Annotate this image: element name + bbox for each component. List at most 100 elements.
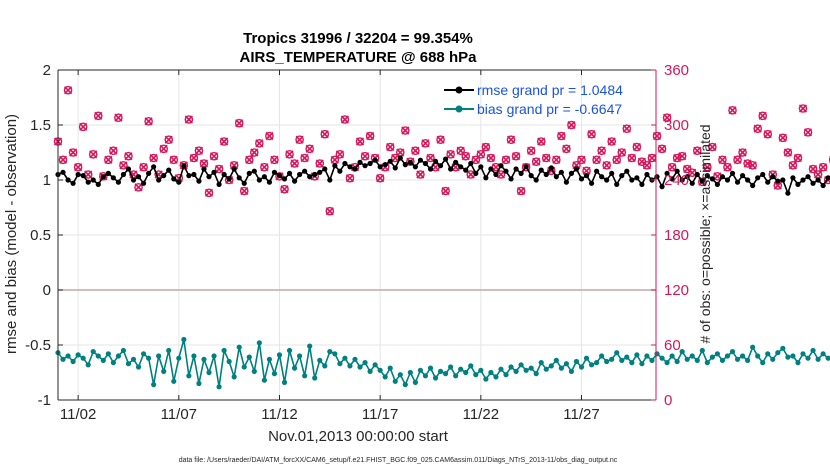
bias-point xyxy=(196,380,202,387)
legend-swatch-marker xyxy=(455,105,463,113)
obs-count-point xyxy=(144,117,153,126)
obs-count-point xyxy=(300,153,309,163)
obs-count-point xyxy=(461,151,471,161)
rmse-point xyxy=(266,179,273,185)
rmse-point xyxy=(548,165,554,171)
obs-count-point xyxy=(783,148,793,157)
rmse-point xyxy=(604,177,610,183)
obs-count-point xyxy=(119,161,128,170)
bias-point xyxy=(609,356,615,362)
bias-point xyxy=(578,364,585,370)
bias-point xyxy=(458,366,464,372)
bias-point xyxy=(729,349,736,355)
bias-point xyxy=(503,372,509,378)
rmse-point xyxy=(80,173,86,179)
bias-point xyxy=(322,363,328,369)
rmse-point xyxy=(543,171,549,178)
rmse-point xyxy=(588,180,595,186)
bias-point xyxy=(135,364,142,370)
rmse-point xyxy=(780,177,786,183)
rmse-point xyxy=(397,155,403,161)
obs-count-point xyxy=(104,155,113,165)
rmse-point xyxy=(825,175,830,181)
rmse-point xyxy=(417,157,424,163)
chart-subtitle: AIRS_TEMPERATURE @ 688 hPa xyxy=(240,49,478,66)
bias-point xyxy=(734,356,741,362)
rmse-point xyxy=(156,177,162,183)
rmse-point xyxy=(684,174,690,180)
rmse-point xyxy=(709,176,715,182)
right-y-axis-ticks: 0 60 120 180 240 300 360 xyxy=(651,62,689,409)
obs-count-point xyxy=(627,153,637,163)
left-y-tick-label: -0.5 xyxy=(25,337,51,354)
obs-count-point xyxy=(667,162,677,172)
rmse-point xyxy=(488,166,494,172)
obs-count-point xyxy=(567,120,576,130)
x-axis-label: Nov.01,2013 00:00:00 start xyxy=(268,428,449,445)
rmse-point xyxy=(327,177,333,183)
obs-count-point xyxy=(255,139,264,148)
obs-count-point xyxy=(426,153,435,163)
rmse-point xyxy=(558,169,564,175)
bias-point xyxy=(105,351,111,357)
obs-count-point xyxy=(617,148,627,157)
obs-count-point xyxy=(632,142,642,152)
obs-count-point xyxy=(808,164,818,174)
bias-point xyxy=(704,360,710,366)
rmse-point xyxy=(347,164,353,170)
rmse-point xyxy=(745,177,751,183)
rmse-point xyxy=(719,174,726,180)
rmse-point xyxy=(609,170,615,176)
rmse-point xyxy=(100,174,106,180)
rmse-point xyxy=(246,170,252,176)
obs-count-point xyxy=(526,146,536,155)
rmse-point xyxy=(60,169,66,175)
obs-count-point xyxy=(501,155,511,165)
legend: rmse grand pr = 1.0484 bias grand pr = -0… xyxy=(444,82,623,117)
bias-point xyxy=(246,354,252,360)
bias-point xyxy=(171,378,177,384)
x-tick-label: 11/07 xyxy=(161,406,197,423)
bias-point xyxy=(760,360,766,366)
bias-point xyxy=(533,371,539,377)
rmse-point xyxy=(236,175,242,181)
rmse-point xyxy=(634,175,640,181)
obs-count-point xyxy=(441,186,450,196)
obs-count-point xyxy=(536,137,546,146)
bias-point xyxy=(402,382,408,388)
bias-point xyxy=(231,374,237,380)
rmse-point xyxy=(261,174,267,180)
obs-count-point xyxy=(763,129,773,139)
obs-count-point xyxy=(803,128,813,137)
rmse-point xyxy=(146,170,152,176)
bias-point xyxy=(599,353,605,359)
rmse-point xyxy=(437,163,444,169)
bias-point xyxy=(785,354,791,360)
bias-point xyxy=(624,354,630,360)
obs-count-point xyxy=(421,139,430,148)
x-tick-label: 11/27 xyxy=(563,406,599,423)
obs-count-point xyxy=(703,162,712,172)
bias-point xyxy=(407,369,413,376)
bias-point xyxy=(619,357,625,363)
bias-series xyxy=(55,336,830,390)
rmse-point xyxy=(498,163,504,169)
obs-count-point xyxy=(476,150,486,159)
rmse-point xyxy=(377,164,383,170)
rmse-point xyxy=(317,169,323,175)
bias-point xyxy=(538,360,544,366)
rmse-point xyxy=(714,181,721,187)
obs-count-point xyxy=(642,161,652,170)
obs-count-point xyxy=(622,124,632,133)
rmse-point xyxy=(422,160,429,167)
rmse-point xyxy=(115,179,122,185)
bias-point xyxy=(614,350,620,356)
obs-count-point xyxy=(511,151,521,161)
bias-point xyxy=(483,376,489,382)
right-y-tick-label: 120 xyxy=(664,282,689,299)
bias-point xyxy=(800,351,806,357)
rmse-point xyxy=(75,171,81,178)
rmse-point xyxy=(614,181,620,187)
rmse-point xyxy=(281,176,288,182)
